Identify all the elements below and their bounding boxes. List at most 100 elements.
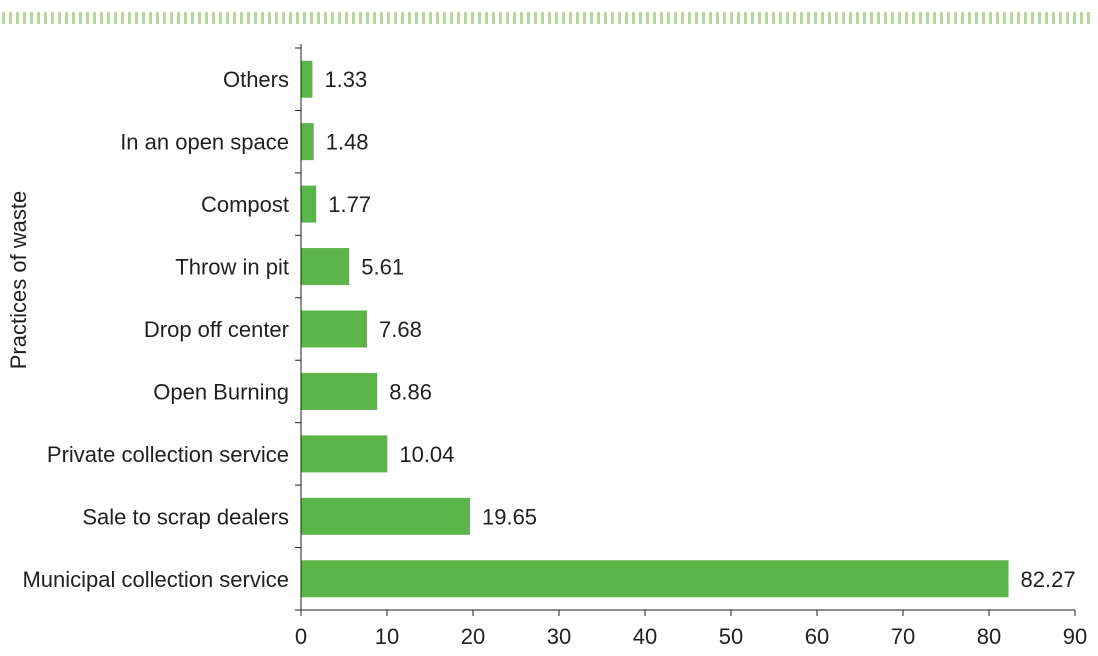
category-label: Compost (201, 192, 289, 217)
value-label: 1.48 (326, 130, 369, 155)
decor-dash (205, 12, 208, 24)
bar (301, 310, 368, 348)
decor-dash (191, 12, 194, 24)
decor-dash (961, 12, 964, 24)
decor-dash (989, 12, 992, 24)
bar (301, 60, 313, 98)
dashed-header-border (2, 12, 1090, 24)
category-label: Municipal collection service (22, 567, 289, 592)
decor-dash (289, 12, 292, 24)
decor-dash (863, 12, 866, 24)
decor-dash (716, 12, 719, 24)
decor-dash (422, 12, 425, 24)
decor-dash (842, 12, 845, 24)
decor-dash (324, 12, 327, 24)
decor-dash (856, 12, 859, 24)
decor-dash (1024, 12, 1027, 24)
x-tick-label: 10 (375, 624, 399, 649)
decor-dash (1066, 12, 1069, 24)
decor-dash (121, 12, 124, 24)
x-ticks: 0 10 20 30 40 50 60 70 80 90 (295, 610, 1087, 649)
decor-dash (744, 12, 747, 24)
decor-dash (1010, 12, 1013, 24)
value-label: 5.61 (361, 255, 404, 280)
decor-dash (821, 12, 824, 24)
decor-dash (233, 12, 236, 24)
decor-dash (485, 12, 488, 24)
decor-dash (352, 12, 355, 24)
decor-dash (835, 12, 838, 24)
x-tick-label: 40 (633, 624, 657, 649)
decor-dash (1003, 12, 1006, 24)
decor-dash (37, 12, 40, 24)
decor-dash (520, 12, 523, 24)
decor-dash (695, 12, 698, 24)
decor-dash (142, 12, 145, 24)
decor-dash (93, 12, 96, 24)
decor-dash (135, 12, 138, 24)
y-axis-title: Practices of waste (6, 191, 31, 370)
decor-dash (898, 12, 901, 24)
decor-dash (177, 12, 180, 24)
value-label: 7.68 (379, 317, 422, 342)
decor-dash (884, 12, 887, 24)
decor-dash (457, 12, 460, 24)
decor-dash (646, 12, 649, 24)
decor-dash (576, 12, 579, 24)
decor-dash (79, 12, 82, 24)
decor-dash (1073, 12, 1076, 24)
decor-dash (107, 12, 110, 24)
decor-dash (590, 12, 593, 24)
category-label: Others (223, 67, 289, 92)
decor-dash (569, 12, 572, 24)
decor-dash (765, 12, 768, 24)
x-tick-label: 80 (977, 624, 1001, 649)
decor-dash (345, 12, 348, 24)
decor-dash (597, 12, 600, 24)
decor-dash (23, 12, 26, 24)
decor-dash (653, 12, 656, 24)
decor-dash (170, 12, 173, 24)
decor-dash (688, 12, 691, 24)
decor-dash (464, 12, 467, 24)
decor-dash (261, 12, 264, 24)
decor-dash (499, 12, 502, 24)
category-label: In an open space (120, 130, 289, 155)
decor-dash (317, 12, 320, 24)
decor-dash (583, 12, 586, 24)
decor-dash (828, 12, 831, 24)
decor-dash (667, 12, 670, 24)
decor-dash (254, 12, 257, 24)
decor-dash (373, 12, 376, 24)
decor-dash (912, 12, 915, 24)
decor-dash (72, 12, 75, 24)
decor-dash (156, 12, 159, 24)
decor-dash (723, 12, 726, 24)
decor-dash (541, 12, 544, 24)
decor-dash (933, 12, 936, 24)
x-tick-label: 30 (547, 624, 571, 649)
decor-dash (44, 12, 47, 24)
decor-dash (954, 12, 957, 24)
decor-dash (786, 12, 789, 24)
x-tick-label: 0 (295, 624, 307, 649)
decor-dash (800, 12, 803, 24)
value-label: 8.86 (389, 379, 432, 404)
decor-dash (751, 12, 754, 24)
decor-dash (702, 12, 705, 24)
decor-dash (1017, 12, 1020, 24)
category-label: Drop off center (144, 317, 289, 342)
decor-dash (114, 12, 117, 24)
decor-dash (415, 12, 418, 24)
decor-dash (1080, 12, 1083, 24)
x-tick-label: 60 (805, 624, 829, 649)
bar (301, 372, 378, 410)
decor-dash (982, 12, 985, 24)
decor-dash (408, 12, 411, 24)
decor-dash (548, 12, 551, 24)
decor-dash (268, 12, 271, 24)
decor-dash (198, 12, 201, 24)
decor-dash (247, 12, 250, 24)
decor-dash (940, 12, 943, 24)
decor-dash (429, 12, 432, 24)
